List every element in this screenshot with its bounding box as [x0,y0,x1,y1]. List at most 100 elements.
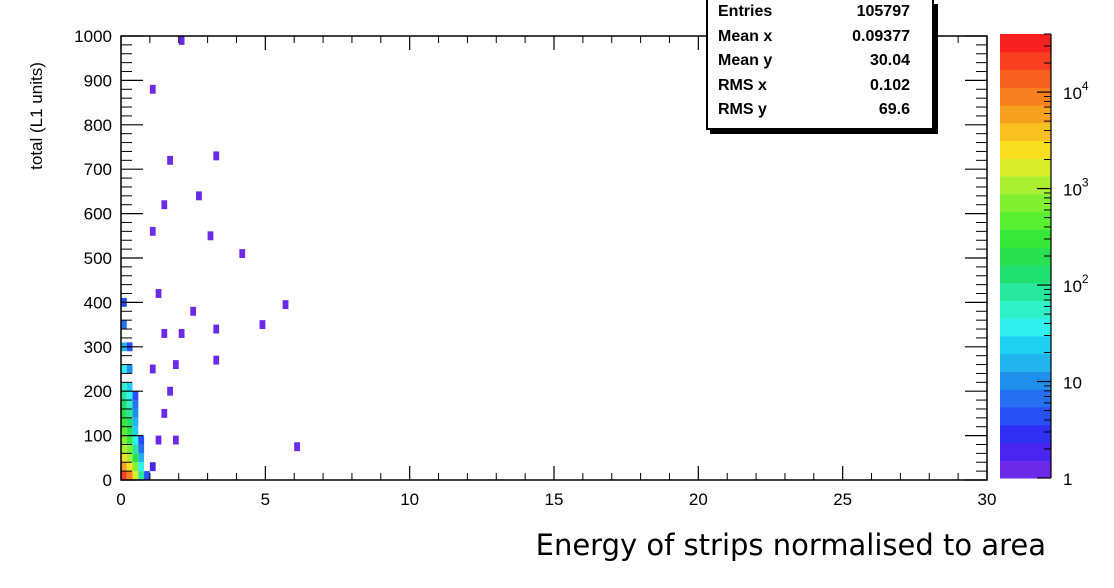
heatmap-cell [294,442,300,452]
heatmap-cell [149,462,156,472]
stat-row-rms-y: RMS y 69.6 [718,101,910,126]
heatmap-cell [161,408,168,418]
heatmap-cell [161,200,168,210]
y-axis: 0 100 200 300 400 500 600 700 800 900 1000 [74,27,987,490]
heatmap-cell [121,400,127,409]
colorbar-segment [1000,140,1051,159]
heatmap-cell [121,462,127,472]
x-tick-label: 0 [116,490,125,509]
y-tick-label: 500 [84,249,112,268]
y-tick-label: 800 [84,116,112,135]
stat-value: 30.04 [869,52,910,69]
x-tick-label: 10 [400,490,419,509]
statistics-box: Entries 105797 Mean x 0.09377 Mean y 30.… [706,0,934,130]
heatmap-cell [149,364,156,374]
heatmap-cell [172,435,179,445]
heatmap-cell [213,355,220,365]
heatmap-cell [126,426,133,436]
heatmap-cell [126,453,133,463]
colorbar-segment [1000,229,1051,248]
heatmap-cell [132,417,139,427]
stat-label: RMS y [718,101,767,118]
stat-row-mean-y: Mean y 30.04 [718,52,910,77]
colorbar-segment [1000,105,1051,124]
heatmap-cell [178,329,185,338]
heatmap-cell [138,471,145,480]
heatmap-cell [121,391,127,401]
heatmap-cell [213,324,220,334]
x-tick-label: 5 [261,490,270,509]
heatmap-cell [138,435,145,445]
heatmap-cell [196,191,202,201]
heatmap-cell [132,453,139,463]
heatmap-cell [126,471,133,480]
heatmap-cell [126,444,133,454]
heatmap-cell [178,36,185,45]
heatmap-cell [126,417,133,427]
colorbar-tick-label: 104 [1063,79,1089,103]
heatmap-cell [132,400,139,409]
heatmap-cell [126,382,133,392]
y-tick-label: 400 [84,293,112,312]
heatmap-cell [126,400,133,409]
heatmap-cell [126,391,133,401]
colorbar-segment [1000,122,1051,142]
stat-row-mean-x: Mean x 0.09377 [718,28,910,53]
y-tick-label: 700 [84,160,112,179]
heatmap-cell [121,435,127,445]
heatmap-cell [126,435,133,445]
heatmap-cell [239,249,246,258]
heatmap-cell [121,453,127,463]
colorbar-segment [1000,264,1051,284]
heatmap-cell [155,435,162,445]
heatmap-cell [138,453,145,463]
heatmap-cell [121,320,127,330]
colorbar-segment [1000,335,1051,355]
x-tick-label: 20 [689,490,708,509]
stat-label: Mean y [718,52,773,69]
heatmap-cell [213,151,220,161]
heatmap-cell [121,426,127,436]
y-tick-label: 900 [84,71,112,90]
heatmap-cell [132,444,139,454]
heatmap-cell [126,408,133,418]
heatmap-cell [144,471,150,480]
stat-row-rms-x: RMS x 0.102 [718,77,910,102]
heatmap-cell [121,417,127,427]
colorbar-tick-label: 1 [1063,470,1072,489]
heatmap-cell [149,84,156,94]
x-tick-label: 15 [545,490,564,509]
stat-value: 0.09377 [852,28,910,45]
heatmap-cell [132,462,139,472]
heatmap-cell [167,155,173,165]
stat-value: 0.102 [869,77,910,94]
heatmap-cell [132,391,139,401]
colorbar-segment [1000,247,1051,266]
colorbar-segment [1000,282,1051,301]
colorbar-tick-label: 10 [1063,374,1082,393]
heatmap-cell [259,320,266,330]
heatmap-cell [132,471,139,480]
stat-label: Entries [718,3,773,20]
colorbar-segment [1000,69,1051,88]
y-tick-label: 100 [84,427,112,446]
stat-value: 69.6 [878,101,910,118]
colorbar-segment [1000,460,1051,479]
y-axis-label: total (L1 units) [27,62,46,170]
colorbar-segment [1000,389,1051,408]
y-tick-label: 0 [103,471,112,490]
colorbar-tick-label: 103 [1063,176,1089,200]
y-tick-label: 300 [84,338,112,357]
stat-value: 105797 [856,3,910,20]
heatmap-cell [161,329,168,338]
heatmap-cell [190,306,197,316]
heatmap-cell [132,408,139,418]
heatmap-cell [121,471,127,480]
heatmap-cell [138,462,145,472]
heatmap-cell [132,426,139,436]
heatmap-cell [172,360,179,369]
heatmap-cell [121,364,127,374]
heatmap-cell [126,364,133,374]
colorbar-segment [1000,300,1051,319]
